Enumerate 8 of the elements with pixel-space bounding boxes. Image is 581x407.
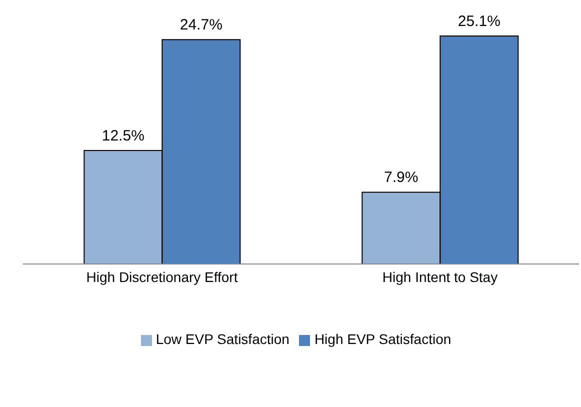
data-label: 24.7% — [180, 16, 222, 34]
data-label: 25.1% — [458, 13, 500, 30]
data-label: 7.9% — [384, 169, 418, 186]
x-tick-label: High Discretionary Effort — [86, 268, 238, 285]
data-label: 12.5% — [102, 127, 144, 144]
legend-label: High EVP Satisfaction — [314, 331, 452, 347]
x-tick-label: High Intent to Stay — [382, 268, 498, 285]
legend-label: Low EVP Satisfaction — [156, 331, 290, 347]
